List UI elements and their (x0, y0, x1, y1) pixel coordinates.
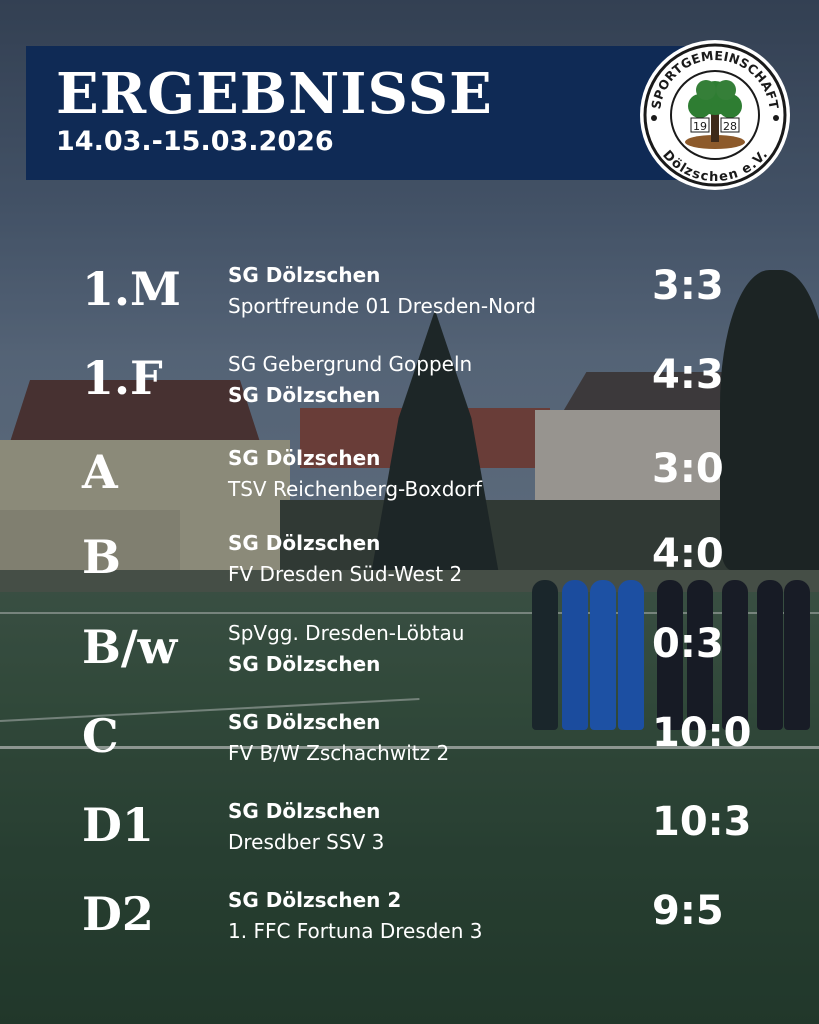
match-teams: SG Dölzschen TSV Reichenberg-Boxdorf (228, 443, 648, 505)
match-score: 10:3 (652, 799, 752, 845)
player-figure (532, 580, 558, 730)
header-banner: ERGEBNISSE 14.03.-15.03.2026 (26, 46, 686, 180)
player-figure (618, 580, 644, 730)
tree-right (720, 270, 819, 570)
result-row-d1: D1 SG Dölzschen Dresdber SSV 3 10:3 (0, 798, 819, 882)
match-score: 4:3 (652, 352, 724, 398)
home-team: SG Dölzschen (228, 263, 381, 287)
match-score: 10:0 (652, 710, 752, 756)
player-figure (562, 580, 588, 730)
home-team: SG Dölzschen (228, 799, 381, 823)
match-score: 3:3 (652, 263, 724, 309)
match-teams: SG Dölzschen 2 1. FFC Fortuna Dresden 3 (228, 885, 648, 947)
result-row-d2: D2 SG Dölzschen 2 1. FFC Fortuna Dresden… (0, 887, 819, 971)
home-team: SG Dölzschen (228, 446, 381, 470)
match-teams: SG Dölzschen FV Dresden Süd-West 2 (228, 528, 648, 590)
team-code: D1 (82, 798, 154, 852)
match-score: 9:5 (652, 888, 724, 934)
team-code: 1.M (82, 262, 181, 316)
home-team: SG Dölzschen (228, 531, 381, 555)
match-teams: SpVgg. Dresden-Löbtau SG Dölzschen (228, 618, 648, 680)
away-team: FV Dresden Süd-West 2 (228, 562, 463, 586)
result-row-1f: 1.F SG Gebergrund Goppeln SG Dölzschen 4… (0, 351, 819, 435)
home-team: SG Dölzschen 2 (228, 888, 402, 912)
team-code: A (82, 445, 118, 499)
team-code: C (82, 709, 119, 763)
tree-icon (685, 80, 745, 149)
player-figure (722, 580, 748, 730)
home-team: SG Dölzschen (228, 710, 381, 734)
team-code: 1.F (82, 351, 163, 405)
pitch-line (0, 612, 819, 614)
result-row-1m: 1.M SG Dölzschen Sportfreunde 01 Dresden… (0, 262, 819, 346)
players-group (522, 560, 812, 740)
away-team: Sportfreunde 01 Dresden-Nord (228, 294, 536, 318)
player-figure (657, 580, 683, 730)
player-figure (757, 580, 783, 730)
match-teams: SG Dölzschen FV B/W Zschachwitz 2 (228, 707, 648, 769)
away-team: 1. FFC Fortuna Dresden 3 (228, 919, 483, 943)
result-row-a: A SG Dölzschen TSV Reichenberg-Boxdorf 3… (0, 445, 819, 529)
match-teams: SG Gebergrund Goppeln SG Dölzschen (228, 349, 648, 411)
match-score: 3:0 (652, 446, 724, 492)
result-row-bw: B/w SpVgg. Dresden-Löbtau SG Dölzschen 0… (0, 620, 819, 704)
crest-year-left: 19 (693, 120, 707, 133)
club-crest-logo: SPORTGEMEINSCHAFT Dölzschen e.V. 19 28 (640, 40, 790, 190)
away-team: TSV Reichenberg-Boxdorf (228, 477, 482, 501)
match-score: 4:0 (652, 531, 724, 577)
result-row-c: C SG Dölzschen FV B/W Zschachwitz 2 10:0 (0, 709, 819, 793)
team-code: D2 (82, 887, 154, 941)
pitch-line (0, 746, 819, 749)
away-team: FV B/W Zschachwitz 2 (228, 741, 450, 765)
match-teams: SG Dölzschen Dresdber SSV 3 (228, 796, 648, 858)
match-teams: SG Dölzschen Sportfreunde 01 Dresden-Nor… (228, 260, 648, 322)
crest-year-right: 28 (723, 120, 737, 133)
result-row-b: B SG Dölzschen FV Dresden Süd-West 2 4:0 (0, 530, 819, 614)
team-code: B/w (82, 620, 178, 674)
away-team: Dresdber SSV 3 (228, 830, 385, 854)
player-figure (784, 580, 810, 730)
match-score: 0:3 (652, 621, 724, 667)
player-figure (687, 580, 713, 730)
team-code: B (82, 530, 121, 584)
building-roof-left (10, 380, 260, 442)
home-team: SpVgg. Dresden-Löbtau (228, 621, 465, 645)
player-figure (590, 580, 616, 730)
date-range: 14.03.-15.03.2026 (56, 126, 334, 157)
away-team: SG Dölzschen (228, 383, 381, 407)
away-team: SG Dölzschen (228, 652, 381, 676)
page-title: ERGEBNISSE (56, 61, 493, 127)
home-team: SG Gebergrund Goppeln (228, 352, 473, 376)
